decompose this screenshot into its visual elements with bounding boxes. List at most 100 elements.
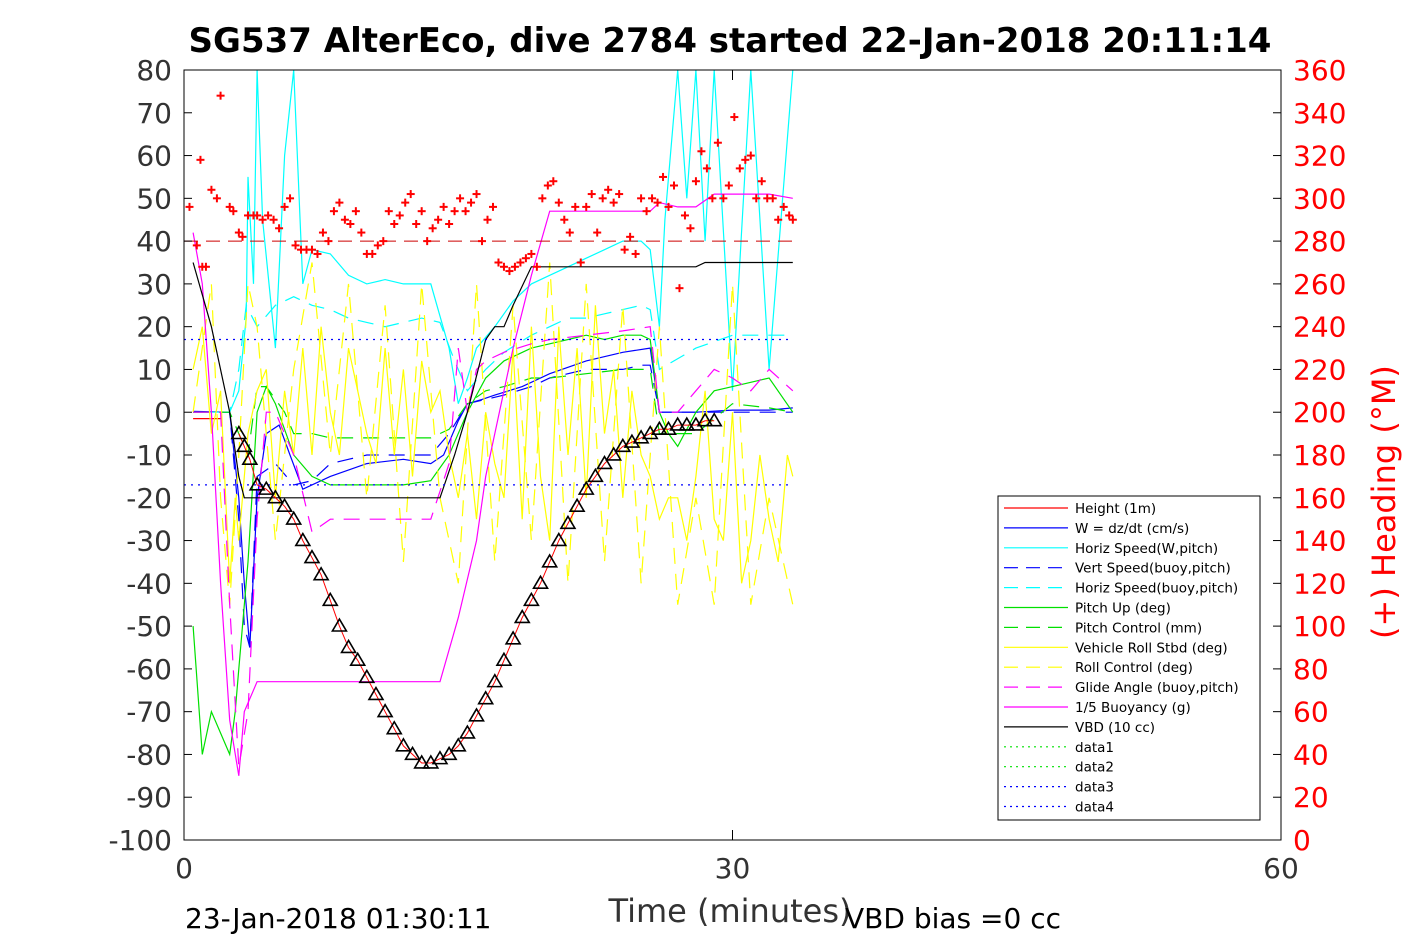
y-left-tick-label: 0 <box>154 396 172 429</box>
series-line <box>192 305 794 584</box>
y-right-tick-label: 100 <box>1293 610 1346 643</box>
depth-marker <box>321 591 339 607</box>
y-left-tick-label: -30 <box>126 525 172 558</box>
depth-marker <box>331 617 348 632</box>
legend-label: Glide Angle (buoy,pitch) <box>1075 680 1239 696</box>
depth-marker <box>230 425 248 440</box>
depth-marker <box>413 754 431 769</box>
x-tick-label: 60 <box>1263 852 1299 885</box>
y-right-tick-label: 120 <box>1293 567 1346 600</box>
depth-marker <box>376 703 394 718</box>
legend: Height (1m) W = dz/dt (cm/s) Horiz Speed(W… <box>997 495 1261 821</box>
depth-marker <box>678 416 696 431</box>
depth-marker <box>541 553 559 568</box>
depth-marker <box>577 480 595 495</box>
y-right-tick-label: 140 <box>1293 525 1346 558</box>
depth-marker <box>468 707 485 722</box>
depth-marker <box>303 549 321 564</box>
x-tick-label: 30 <box>715 852 751 885</box>
y-right-tick-label: 240 <box>1293 311 1346 344</box>
depth-marker <box>340 638 357 654</box>
y-left-tick-label: -10 <box>126 439 172 472</box>
y-right-tick-label: 320 <box>1293 140 1346 173</box>
depth-marker <box>596 454 613 470</box>
y-left-tick-label: 20 <box>136 311 172 344</box>
depth-marker <box>568 497 586 513</box>
legend-label: data2 <box>1075 760 1114 776</box>
y-left-tick-label: 70 <box>136 97 172 130</box>
depth-marker <box>650 420 668 436</box>
x-tick-label: 0 <box>175 852 193 885</box>
chart-title: SG537 AlterEco, dive 2784 started 22-Jan… <box>189 21 1272 61</box>
legend-label: Vert Speed(buoy,pitch) <box>1075 561 1231 577</box>
y-right-tick-label: 40 <box>1293 738 1329 771</box>
legend-label: VBD (10 cc) <box>1075 720 1155 736</box>
depth-marker <box>449 737 467 752</box>
depth-marker <box>559 514 577 530</box>
depth-marker <box>312 566 330 581</box>
marker-layer <box>185 91 797 769</box>
x-axis-label: Time (minutes) <box>608 892 852 930</box>
ticks-layer: 80706050403020100-10-20-30-40-50-60-70-8… <box>108 54 1346 885</box>
legend-label: Pitch Control (mm) <box>1075 620 1202 636</box>
legend-label: data3 <box>1075 780 1114 796</box>
y-left-tick-label: -70 <box>126 696 172 729</box>
depth-marker <box>294 531 312 547</box>
depth-marker <box>477 690 495 705</box>
legend-label: 1/5 Buoyancy (g) <box>1075 700 1191 716</box>
y-right-tick-label: 0 <box>1293 824 1311 857</box>
legend-box <box>997 495 1261 821</box>
y-right-tick-label: 60 <box>1293 696 1329 729</box>
legend-label: Horiz Speed(W,pitch) <box>1075 541 1218 557</box>
y-right-tick-label: 280 <box>1293 225 1346 258</box>
y-left-tick-label: -100 <box>108 824 172 857</box>
depth-marker <box>385 720 403 735</box>
y-right-tick-label: 220 <box>1293 353 1346 386</box>
series-line <box>192 262 794 605</box>
footer-timestamp: 23-Jan-2018 01:30:11 <box>185 902 491 935</box>
y-right-tick-label: 360 <box>1293 54 1346 87</box>
series-line <box>192 261 793 499</box>
y-left-tick-label: -60 <box>126 653 172 686</box>
series-line <box>192 334 794 757</box>
legend-label: data4 <box>1075 800 1114 816</box>
depth-marker <box>550 531 568 547</box>
depth-marker <box>440 745 458 761</box>
y-right-tick-label: 20 <box>1293 781 1329 814</box>
depth-marker <box>504 630 522 645</box>
depth-marker <box>235 437 253 453</box>
y-right-tick-label: 160 <box>1293 482 1346 515</box>
depth-marker <box>696 412 714 427</box>
depth-marker <box>267 489 284 504</box>
depth-marker <box>705 412 723 427</box>
depth-marker <box>257 480 275 495</box>
series-line <box>193 368 793 458</box>
depth-profile-line <box>238 420 715 764</box>
depth-marker <box>586 467 604 483</box>
legend-label: Pitch Up (deg) <box>1075 601 1171 617</box>
legend-label: data1 <box>1075 740 1114 756</box>
y-right-tick-label: 200 <box>1293 396 1346 429</box>
depth-marker <box>605 446 623 461</box>
y-right-tick-label: 300 <box>1293 182 1346 215</box>
depth-marker <box>248 476 266 491</box>
depth-marker <box>495 651 513 667</box>
y-left-tick-label: -90 <box>126 781 172 814</box>
series-line <box>193 70 794 413</box>
legend-label: Vehicle Roll Stbd (deg) <box>1075 640 1228 656</box>
series-line <box>192 193 793 776</box>
depth-marker <box>349 651 367 667</box>
depth-marker <box>395 737 412 752</box>
depth-marker <box>522 591 540 607</box>
legend-label: Roll Control (deg) <box>1075 660 1193 676</box>
legend-label: Horiz Speed(buoy,pitch) <box>1075 581 1238 597</box>
legend-label: W = dz/dt (cm/s) <box>1075 521 1189 537</box>
y-right-tick-label: 80 <box>1293 653 1329 686</box>
y-right-tick-label: 180 <box>1293 439 1346 472</box>
y-left-tick-label: -80 <box>126 738 172 771</box>
depth-marker <box>458 724 476 739</box>
y-left-tick-label: -40 <box>126 567 172 600</box>
depth-marker <box>532 574 549 590</box>
